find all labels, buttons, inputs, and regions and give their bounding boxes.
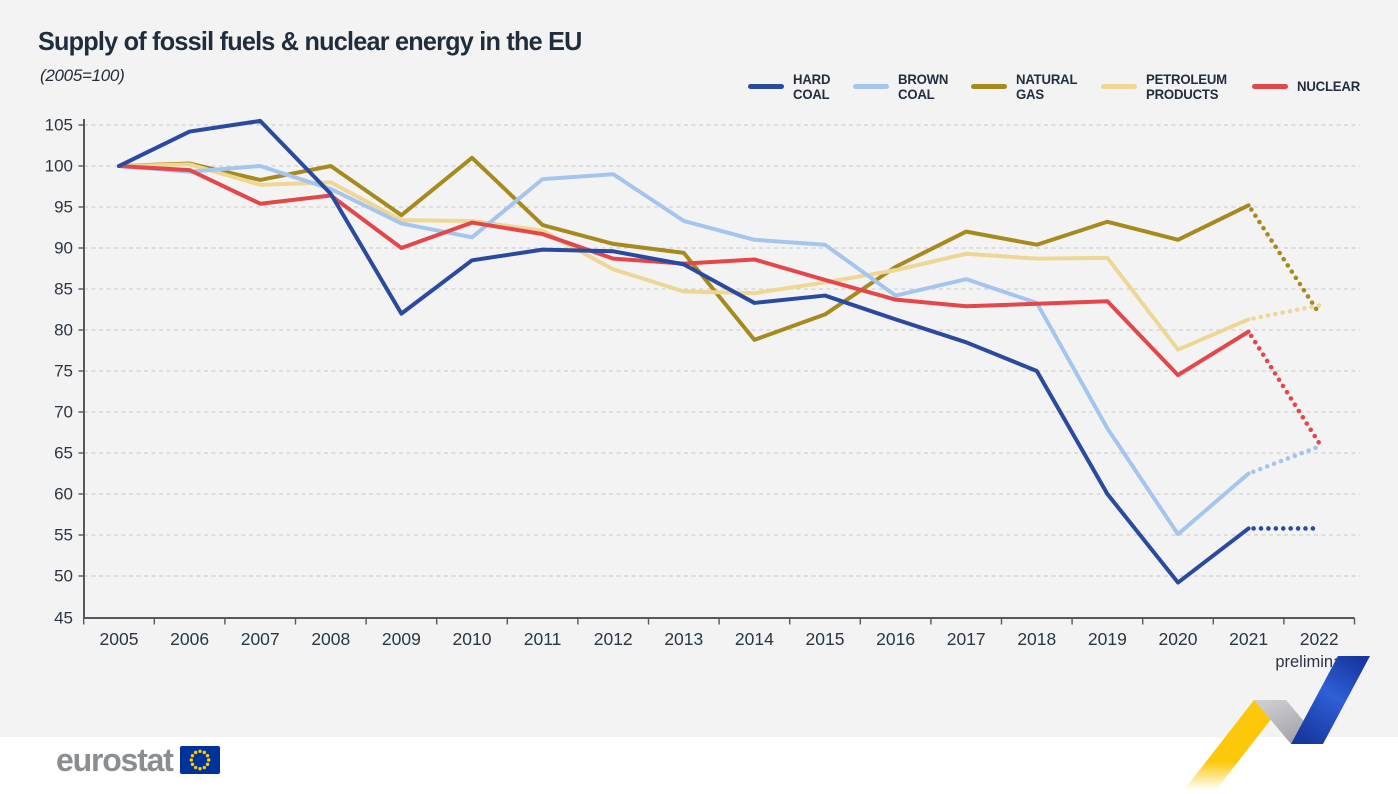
legend-label-natural-gas: NATURAL GAS bbox=[1015, 71, 1078, 102]
legend-swatch-hard-coal bbox=[748, 84, 784, 90]
legend-label-petroleum-products: PETROLEUM PRODUCTS bbox=[1145, 71, 1227, 102]
chart-panel: Supply of fossil fuels & nuclear energy … bbox=[0, 0, 1398, 737]
chart-subtitle: (2005=100) bbox=[40, 66, 125, 85]
legend-swatch-nuclear bbox=[1251, 84, 1288, 90]
legend-swatch-natural-gas bbox=[970, 84, 1007, 90]
legend-label-brown-coal: BROWN COAL bbox=[897, 71, 948, 102]
legend-item-natural-gas: NATURAL GAS bbox=[970, 71, 1081, 102]
zigzag-yellow-stroke bbox=[1184, 700, 1286, 790]
legend-swatch-petroleum-products bbox=[1100, 84, 1137, 90]
zigzag-blue-stroke bbox=[1291, 656, 1370, 744]
legend-item-petroleum-products: PETROLEUM PRODUCTS bbox=[1100, 71, 1232, 102]
eu-flag-icon bbox=[179, 746, 220, 774]
chart-title: Supply of fossil fuels & nuclear energy … bbox=[38, 26, 582, 56]
legend-swatch-brown-coal bbox=[852, 84, 889, 90]
eurostat-logo-text: eurostat bbox=[56, 741, 174, 778]
zigzag-decoration bbox=[1184, 656, 1370, 790]
legend-item-hard-coal: HARD COAL bbox=[748, 72, 833, 102]
legend: HARD COAL BROWN COAL NATURAL GAS PETROLEUM PROD… bbox=[748, 72, 1364, 102]
eurostat-logo: eurostat bbox=[56, 740, 220, 780]
legend-item-brown-coal: BROWN COAL bbox=[852, 71, 951, 102]
legend-item-nuclear: NUCLEAR bbox=[1251, 78, 1364, 95]
legend-label-hard-coal: HARD COAL bbox=[793, 71, 831, 102]
legend-label-nuclear: NUCLEAR bbox=[1296, 78, 1360, 95]
